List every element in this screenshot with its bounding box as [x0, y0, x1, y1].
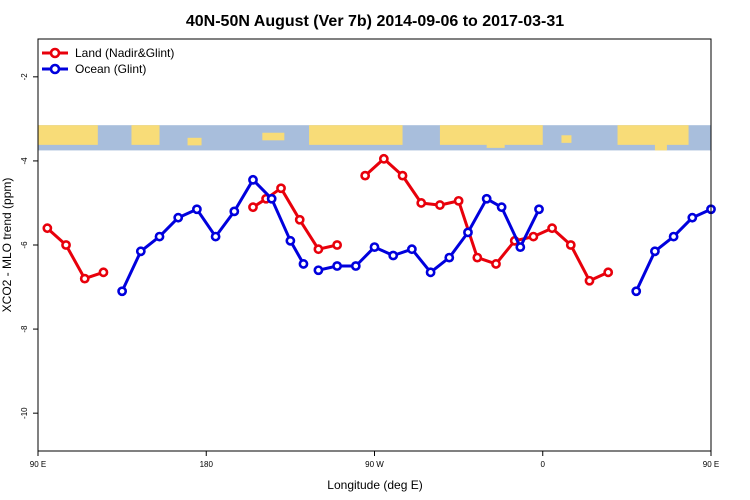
legend-swatch-marker: [49, 63, 61, 75]
data-point: [603, 267, 614, 278]
data-point: [210, 231, 221, 242]
legend-label: Ocean (Glint): [75, 62, 146, 76]
map-land: [75, 130, 84, 138]
data-point: [565, 240, 576, 250]
data-point: [650, 246, 660, 257]
data-point: [406, 244, 417, 255]
data-point: [425, 267, 436, 278]
data-point: [248, 174, 258, 185]
data-point: [453, 195, 464, 206]
data-point: [332, 240, 343, 250]
data-point: [98, 267, 109, 278]
data-point: [534, 204, 544, 215]
data-point: [266, 193, 277, 204]
map-land: [309, 125, 403, 145]
data-point: [388, 250, 399, 261]
data-point: [397, 170, 408, 181]
data-point: [547, 223, 557, 234]
y-axis-label: XCO2 - MLO trend (ppm): [0, 178, 14, 313]
x-axis-ticks: 90 E 180 90 W 0 90 E: [30, 451, 719, 469]
map-land: [617, 125, 689, 145]
map-land: [38, 125, 98, 145]
map-land: [439, 125, 543, 145]
data-point: [369, 242, 380, 253]
data-point: [313, 244, 324, 255]
map-land: [654, 142, 667, 151]
y-tick-label: -2: [20, 73, 29, 81]
data-point: [416, 198, 427, 208]
data-point: [332, 261, 343, 271]
data-point: [360, 170, 371, 181]
data-point: [378, 153, 389, 164]
data-point: [61, 240, 71, 250]
data-point: [173, 212, 184, 223]
series-line: [318, 197, 541, 274]
data-point: [687, 212, 698, 223]
data-point: [515, 242, 526, 253]
data-point: [154, 231, 165, 242]
map-land: [131, 125, 160, 145]
legend: Land (Nadir&Glint) Ocean (Glint): [42, 46, 174, 76]
legend-label: Land (Nadir&Glint): [75, 46, 174, 60]
data-point: [229, 206, 240, 217]
data-point: [248, 202, 258, 213]
data-point: [285, 235, 296, 246]
data-point: [117, 286, 128, 297]
x-tick-label: 90 E: [703, 460, 719, 469]
data-point: [472, 252, 483, 263]
map-land: [187, 137, 202, 146]
data-point: [528, 231, 539, 242]
data-point: [298, 259, 309, 269]
world-map-band: [38, 125, 711, 151]
series-line: [46, 227, 104, 281]
data-point: [192, 204, 202, 215]
map-land: [561, 135, 572, 143]
data-point: [631, 286, 642, 297]
series-layer: [42, 153, 716, 297]
map-land: [486, 140, 505, 148]
data-point: [135, 246, 146, 257]
y-axis-ticks: -2 -4 -6 -8 -10: [20, 73, 38, 419]
y-tick-label: -10: [20, 407, 29, 419]
series-1: [117, 174, 716, 297]
x-tick-label: 0: [541, 460, 546, 469]
data-point: [491, 259, 501, 269]
series-0: [42, 153, 614, 286]
x-tick-label: 180: [200, 460, 214, 469]
data-point: [435, 200, 445, 210]
data-point: [463, 227, 473, 238]
y-tick-label: -8: [20, 325, 29, 333]
data-point: [584, 275, 595, 286]
data-point: [276, 183, 286, 194]
data-point: [350, 261, 361, 271]
data-point: [79, 273, 90, 284]
data-point: [42, 223, 53, 234]
data-point: [294, 214, 305, 225]
series-line: [634, 207, 712, 292]
y-tick-label: -4: [20, 157, 29, 165]
data-point: [668, 231, 679, 242]
x-axis-label: Longitude (deg E): [327, 478, 422, 492]
y-tick-label: -6: [20, 241, 29, 249]
data-point: [481, 193, 492, 204]
data-point: [313, 265, 324, 276]
chart-title: 40N-50N August (Ver 7b) 2014-09-06 to 20…: [186, 13, 564, 30]
x-tick-label: 90 E: [30, 460, 46, 469]
map-land: [262, 132, 285, 141]
data-point: [444, 252, 455, 263]
legend-swatch-marker: [49, 47, 61, 59]
data-point: [496, 202, 507, 213]
x-tick-label: 90 W: [365, 460, 384, 469]
